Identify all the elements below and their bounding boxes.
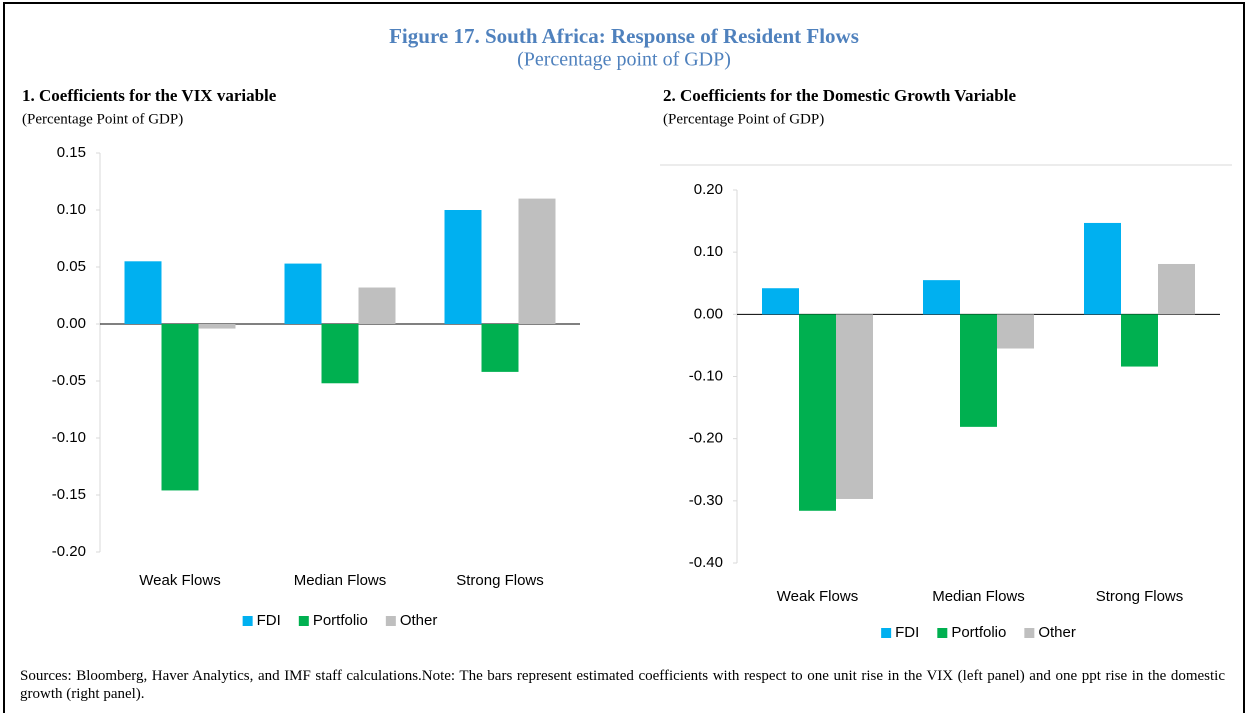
- y-tick-label: -0.30: [689, 492, 723, 509]
- bar: [923, 280, 960, 315]
- y-tick-label: -0.20: [52, 543, 86, 560]
- y-tick-label: 0.15: [57, 144, 86, 161]
- bar: [518, 198, 556, 324]
- x-tick-label: Median Flows: [932, 588, 1025, 605]
- y-tick-label: -0.20: [689, 430, 723, 447]
- bar: [799, 314, 836, 511]
- x-tick-label: Median Flows: [294, 572, 387, 589]
- legend-swatch: [298, 616, 309, 626]
- y-tick-label: 0.10: [57, 201, 86, 218]
- bar: [198, 324, 236, 329]
- x-tick-label: Weak Flows: [139, 572, 220, 589]
- y-tick-label: -0.10: [52, 429, 86, 446]
- legend-swatch: [881, 628, 892, 638]
- bar: [358, 287, 396, 324]
- legend-label: Portfolio: [951, 624, 1006, 641]
- panel-subtitle: (Percentage Point of GDP): [22, 111, 183, 127]
- legend-label: Portfolio: [313, 612, 368, 629]
- y-tick-label: -0.05: [52, 372, 86, 389]
- y-tick-label: 0.00: [57, 315, 86, 332]
- panel-title: 1. Coefficients for the VIX variable: [22, 86, 277, 105]
- y-tick-label: 0.05: [57, 258, 86, 275]
- y-tick-label: 0.20: [694, 181, 723, 198]
- y-tick-label: -0.15: [52, 486, 86, 503]
- panel-title: 2. Coefficients for the Domestic Growth …: [663, 86, 1016, 105]
- bar: [1084, 222, 1121, 315]
- figure-subtitle: (Percentage point of GDP): [517, 49, 731, 71]
- y-tick-label: 0.00: [694, 305, 723, 322]
- bar: [124, 261, 162, 324]
- legend-label: Other: [1038, 624, 1076, 641]
- figure-title: Figure 17. South Africa: Response of Res…: [389, 24, 859, 48]
- x-tick-label: Strong Flows: [1096, 588, 1184, 605]
- bar: [321, 324, 359, 384]
- legend-label: FDI: [257, 612, 281, 629]
- y-tick-label: -0.40: [689, 554, 723, 571]
- bar: [161, 324, 199, 491]
- bar: [1158, 263, 1195, 315]
- legend-swatch: [937, 628, 948, 638]
- legend-label: Other: [400, 612, 438, 629]
- y-tick-label: 0.10: [694, 243, 723, 260]
- bar: [960, 314, 997, 427]
- legend-swatch: [385, 616, 396, 626]
- bar: [762, 288, 799, 315]
- panel-subtitle: (Percentage Point of GDP): [663, 111, 824, 127]
- x-tick-label: Weak Flows: [777, 588, 858, 605]
- bar: [284, 263, 322, 324]
- y-tick-label: -0.10: [689, 367, 723, 384]
- bar: [997, 314, 1034, 349]
- source-note: Sources: Bloomberg, Haver Analytics, and…: [20, 668, 1225, 702]
- legend-swatch: [1024, 628, 1035, 638]
- bar: [1121, 314, 1158, 367]
- x-tick-label: Strong Flows: [456, 572, 544, 589]
- legend-swatch: [242, 616, 253, 626]
- legend-label: FDI: [895, 624, 919, 641]
- bar: [836, 314, 873, 499]
- bar: [444, 210, 482, 324]
- bar: [481, 324, 519, 372]
